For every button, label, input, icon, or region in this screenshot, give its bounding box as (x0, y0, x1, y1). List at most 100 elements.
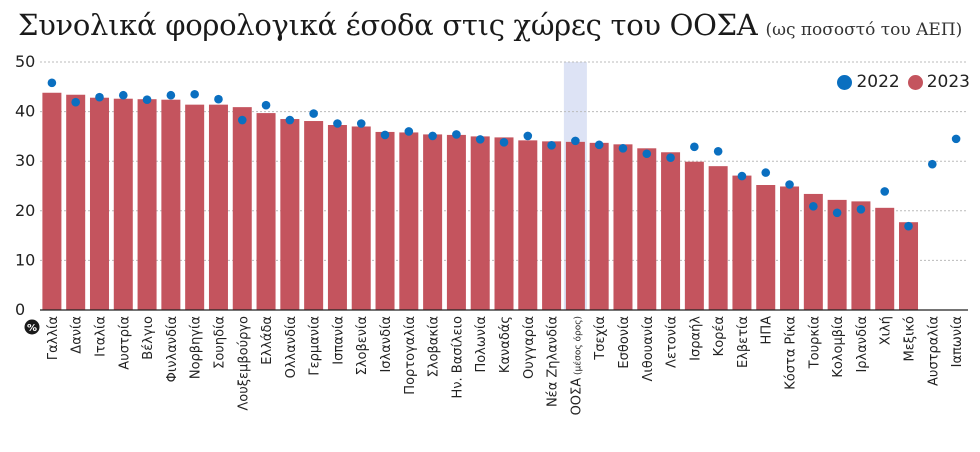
bar-2023 (732, 175, 752, 310)
y-tick-label: 40 (15, 102, 35, 121)
dot-2022 (928, 159, 937, 169)
x-tick-label: Τσεχία (593, 316, 608, 361)
bar-2023 (327, 124, 347, 310)
dot-2022 (737, 171, 747, 181)
dot-2022 (499, 138, 509, 147)
dot-2022 (690, 142, 699, 152)
x-tick-label: Γαλλία (46, 316, 61, 360)
x-tick-label: Ουγγαρία (522, 316, 537, 379)
bar-2023 (137, 99, 157, 310)
x-tick-label: Κορέα (712, 316, 727, 356)
x-tick-label: Ιταλία (93, 316, 108, 357)
bar-2023 (42, 92, 62, 310)
dot-2022 (380, 130, 390, 140)
x-tick-label: Σουηδία (212, 316, 227, 369)
x-tick-label: Δανία (70, 316, 85, 354)
bar-2023 (161, 99, 181, 310)
y-axis-unit-label: % (27, 323, 37, 334)
bar-2023 (565, 141, 585, 310)
legend-label-2022: 2022 (856, 72, 900, 92)
x-tick-label: Ισπανία (331, 316, 346, 365)
dot-2022 (356, 119, 366, 128)
x-tick-label: ΟΟΣΑ (μέσος όρος) (569, 316, 584, 415)
dot-2022 (761, 168, 771, 177)
dot-2022 (309, 109, 318, 118)
legend: 2022 2023 (837, 72, 970, 92)
x-tick-label: Λουξεμβούργο (236, 316, 251, 411)
x-tick-label: Νέα Ζηλανδία (546, 316, 561, 407)
x-tick-label: Ιρλανδία (855, 316, 870, 373)
bar-2023 (446, 134, 466, 310)
bar-2023 (113, 98, 133, 310)
bar-2023 (423, 134, 443, 310)
bar-2023 (518, 140, 538, 310)
dot-2022 (47, 78, 57, 88)
dot-2022 (809, 202, 818, 211)
y-tick-label: 0 (15, 300, 25, 319)
bar-2023 (684, 161, 704, 310)
dot-2022 (71, 97, 80, 107)
x-tick-label: Νορβηγία (189, 316, 204, 379)
bar-2023 (708, 166, 728, 310)
chart-title-row: Συνολικά φορολογικά έσοδα στις χώρες του… (18, 8, 962, 42)
bar-2023 (89, 97, 109, 310)
x-tick-label: Τουρκία (807, 316, 822, 369)
legend-item-2023: 2023 (907, 72, 970, 92)
dot-2022 (452, 130, 461, 139)
x-tick-label: Πολωνία (474, 316, 489, 373)
bar-2023 (661, 152, 681, 310)
bar-2023 (803, 193, 823, 310)
chart-title: Συνολικά φορολογικά έσοδα στις χώρες του… (18, 8, 758, 42)
dot-2022 (571, 136, 580, 146)
y-unit-badge-icon (24, 319, 40, 335)
dot-2022 (594, 140, 604, 150)
dot-2022 (951, 134, 961, 144)
bar-2023 (232, 107, 252, 310)
chart-subtitle: (ως ποσοστό του ΑΕΠ) (765, 20, 963, 40)
x-tick-label: Κολομβία (831, 316, 846, 378)
dot-2022 (142, 95, 152, 104)
y-tick-label: 20 (15, 201, 35, 220)
x-tick-label: ΗΠΑ (760, 316, 775, 345)
dot-2022 (475, 135, 485, 144)
bar-2023 (875, 207, 895, 310)
x-tick-label: Καναδάς (498, 316, 513, 373)
dot-2022 (785, 180, 794, 189)
bar-2023 (613, 144, 633, 310)
dot-2022 (713, 146, 723, 156)
y-tick-label: 50 (15, 52, 35, 71)
dot-2022 (880, 187, 890, 196)
dot-2022 (904, 221, 913, 231)
dot-2022 (166, 90, 176, 100)
dot-2022 (285, 115, 295, 125)
bar-2023 (542, 141, 562, 310)
dot-2022 (547, 141, 556, 150)
bar-2023 (256, 113, 276, 310)
legend-dot-2023-icon (907, 74, 923, 90)
x-tick-label: Εσθονία (617, 316, 632, 369)
x-tick-label: Ολλανδία (284, 316, 299, 378)
dot-2022 (95, 92, 104, 102)
bar-2023 (399, 132, 419, 310)
dot-2022 (261, 100, 271, 110)
bar-2023 (780, 186, 800, 310)
bar-2023 (494, 137, 514, 310)
bar-2023 (185, 104, 205, 310)
dot-2022 (523, 131, 533, 141)
x-tick-label: Κόστα Ρίκα (784, 316, 799, 390)
legend-dot-2022-icon (837, 74, 853, 90)
x-tick-label: Μεξικό (903, 316, 918, 362)
bar-2023 (470, 136, 490, 310)
x-tick-label: Σλοβενία (355, 316, 370, 375)
x-tick-label: Χιλή (879, 316, 894, 345)
x-tick-label: Φινλανδία (165, 316, 180, 382)
dot-2022 (428, 131, 437, 141)
bar-2023 (375, 131, 395, 310)
dot-2022 (832, 208, 842, 218)
x-tick-label: Λετονία (665, 316, 680, 368)
bar-2023 (637, 148, 657, 310)
bar-2023 (851, 201, 871, 310)
x-tick-label: Ελλάδα (260, 316, 275, 365)
bar-2023 (827, 199, 847, 310)
y-tick-label: 30 (15, 151, 35, 170)
